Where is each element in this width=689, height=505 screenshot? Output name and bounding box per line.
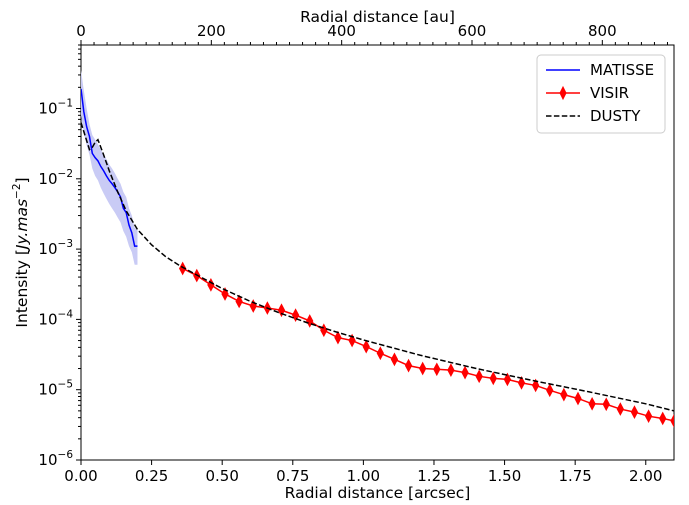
legend: MATISSE VISIR DUSTY [536, 54, 666, 134]
data-point-visir [320, 323, 328, 338]
x2-tick-label: 400 [327, 22, 356, 40]
data-point-visir [447, 363, 455, 377]
x2-axis-ticks: 0 200 400 600 800 [76, 22, 668, 45]
series-line-visir [182, 267, 674, 422]
data-point-visir [235, 294, 243, 309]
x-tick-label: 0.00 [64, 467, 97, 485]
data-point-visir [291, 308, 300, 322]
x-tick-label: 1.50 [488, 467, 521, 485]
data-point-visir [531, 378, 540, 393]
matisse-uncertainty-band [81, 70, 138, 265]
x-tick-label: 2.00 [629, 467, 662, 485]
data-point-visir [348, 333, 356, 348]
legend-box [536, 54, 666, 134]
series-line-matisse [81, 88, 138, 247]
data-point-visir [475, 369, 483, 384]
y-tick-label: 10−1 [38, 97, 73, 117]
x2-tick-label: 200 [197, 22, 226, 40]
data-point-visir [404, 358, 413, 373]
data-point-visir [574, 391, 582, 406]
data-point-visir [179, 261, 187, 276]
data-point-visir [207, 278, 215, 292]
data-point-visir [670, 414, 674, 428]
data-point-visir [390, 352, 399, 367]
legend-entry-dusty: DUSTY [546, 107, 641, 125]
x-tick-label: 1.00 [347, 467, 380, 485]
data-point-visir [560, 387, 568, 402]
legend-label-matisse: MATISSE [590, 61, 654, 79]
y-tick-label: 10−6 [38, 449, 73, 469]
y-tick-label: 10−3 [38, 238, 73, 258]
data-point-visir [644, 409, 653, 424]
data-point-visir [306, 314, 314, 328]
data-point-visir [461, 365, 469, 380]
x-axis-ticks: 0.00 0.25 0.50 0.75 1.00 1.25 1.50 1.75 2.00 [64, 460, 662, 485]
x2-axis-title: Radial distance [au] [300, 8, 455, 26]
x-tick-label: 0.50 [205, 467, 238, 485]
data-point-visir [376, 346, 384, 361]
data-point-visir [546, 383, 554, 398]
legend-entry-visir: VISIR [546, 84, 629, 102]
data-point-visir [277, 303, 286, 318]
data-point-visir [659, 411, 667, 426]
data-point-visir [630, 405, 639, 419]
y-axis-ticks: 10−1 10−2 10−3 10−4 10−5 10−6 [38, 44, 81, 469]
data-point-visir [602, 397, 610, 412]
x-axis-title: Radial distance [arcsec] [285, 484, 471, 502]
data-point-visir [517, 376, 526, 390]
matisse-band-area [81, 70, 138, 265]
x-tick-label: 1.25 [417, 467, 450, 485]
series-line-dusty [81, 122, 674, 412]
data-point-visir [433, 362, 441, 377]
data-point-visir [588, 396, 596, 411]
series-layer [81, 88, 674, 428]
x2-tick-label: 0 [76, 22, 86, 40]
data-point-visir [489, 371, 497, 386]
y-tick-label: 10−5 [38, 379, 73, 399]
legend-label-visir: VISIR [590, 84, 629, 102]
data-point-visir [503, 372, 512, 387]
legend-entry-matisse: MATISSE [546, 61, 654, 79]
data-point-visir [334, 330, 342, 345]
x-tick-label: 1.75 [558, 467, 591, 485]
data-point-visir [362, 339, 370, 354]
data-point-visir [616, 402, 625, 416]
y-tick-label: 10−2 [38, 168, 73, 188]
x2-tick-label: 600 [458, 22, 487, 40]
data-point-visir [419, 361, 427, 376]
x2-tick-label: 800 [588, 22, 617, 40]
y-tick-label: 10−4 [38, 308, 73, 328]
legend-marker-visir [559, 85, 567, 101]
y-axis-title: Intensity [Jy.mas−2] [11, 177, 31, 327]
x-tick-label: 0.25 [135, 467, 168, 485]
legend-label-dusty: DUSTY [590, 107, 641, 125]
x-tick-label: 0.75 [276, 467, 309, 485]
